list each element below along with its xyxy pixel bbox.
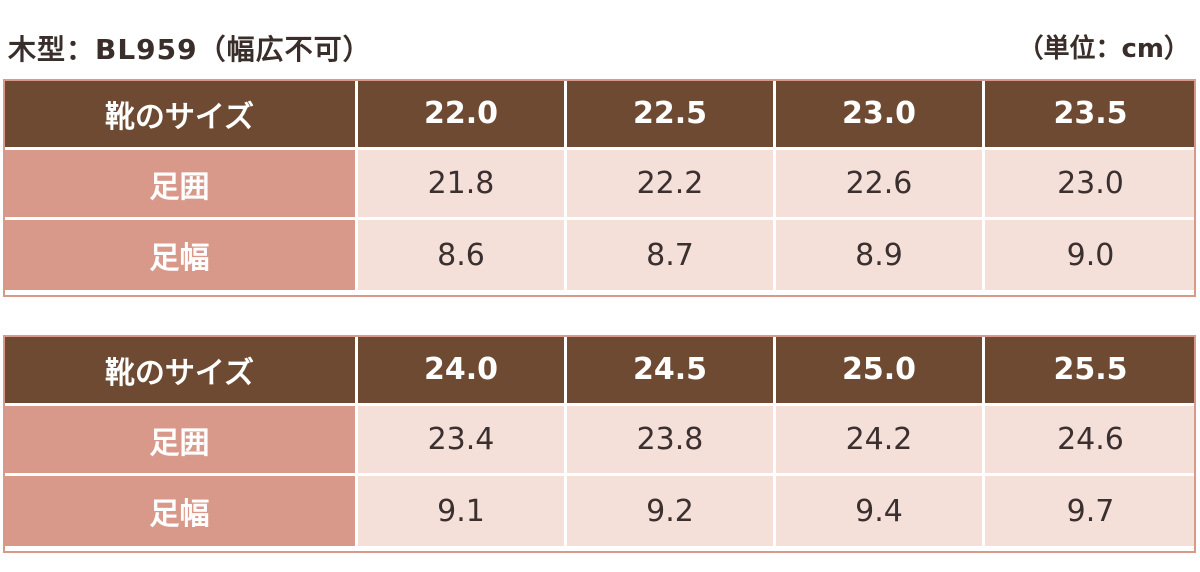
- table-header-row: 靴のサイズ 24.0 24.5 25.0 25.5: [4, 336, 1196, 406]
- table-cell: 9.4: [776, 476, 985, 546]
- table-cell: 8.9: [776, 220, 985, 290]
- table-row: 足幅 9.1 9.2 9.4 9.7: [4, 476, 1196, 546]
- row-label-girth: 足囲: [4, 406, 358, 476]
- table-cell: 8.7: [567, 220, 776, 290]
- shoe-size-header: 靴のサイズ: [4, 336, 358, 406]
- size-header-cell: 25.0: [776, 336, 985, 406]
- size-header-cell: 24.5: [567, 336, 776, 406]
- page-title: 木型：BL959（幅広不可）: [8, 33, 372, 66]
- table-cell: 21.8: [358, 150, 567, 220]
- table-cell: 24.2: [776, 406, 985, 476]
- table-cell: 9.7: [985, 476, 1196, 546]
- table-cell: 8.6: [358, 220, 567, 290]
- size-header-cell: 25.5: [985, 336, 1196, 406]
- table-cell: 9.1: [358, 476, 567, 546]
- table-cell: 22.2: [567, 150, 776, 220]
- table-row: 足囲 23.4 23.8 24.2 24.6: [4, 406, 1196, 476]
- table-cell: 9.0: [985, 220, 1196, 290]
- size-table-2: 靴のサイズ 24.0 24.5 25.0 25.5 足囲 23.4 23.8 2…: [4, 336, 1196, 546]
- table-cell: 23.8: [567, 406, 776, 476]
- table-cell: 24.6: [985, 406, 1196, 476]
- size-header-cell: 23.5: [985, 80, 1196, 150]
- size-table-1: 靴のサイズ 22.0 22.5 23.0 23.5 足囲 21.8 22.2 2…: [4, 80, 1196, 290]
- table-header-row: 靴のサイズ 22.0 22.5 23.0 23.5: [4, 80, 1196, 150]
- shoe-size-header: 靴のサイズ: [4, 80, 358, 150]
- title-row: 木型：BL959（幅広不可） （単位：cm）: [0, 0, 1200, 70]
- table-cell: 9.2: [567, 476, 776, 546]
- unit-label: （単位：cm）: [1017, 34, 1190, 64]
- table-row: 足囲 21.8 22.2 22.6 23.0: [4, 150, 1196, 220]
- table-cell: 23.0: [985, 150, 1196, 220]
- row-label-width: 足幅: [4, 476, 358, 546]
- size-header-cell: 24.0: [358, 336, 567, 406]
- table-cell: 23.4: [358, 406, 567, 476]
- table-row: 足幅 8.6 8.7 8.9 9.0: [4, 220, 1196, 290]
- row-label-girth: 足囲: [4, 150, 358, 220]
- size-header-cell: 22.0: [358, 80, 567, 150]
- size-header-cell: 23.0: [776, 80, 985, 150]
- row-label-width: 足幅: [4, 220, 358, 290]
- table-cell: 22.6: [776, 150, 985, 220]
- size-header-cell: 22.5: [567, 80, 776, 150]
